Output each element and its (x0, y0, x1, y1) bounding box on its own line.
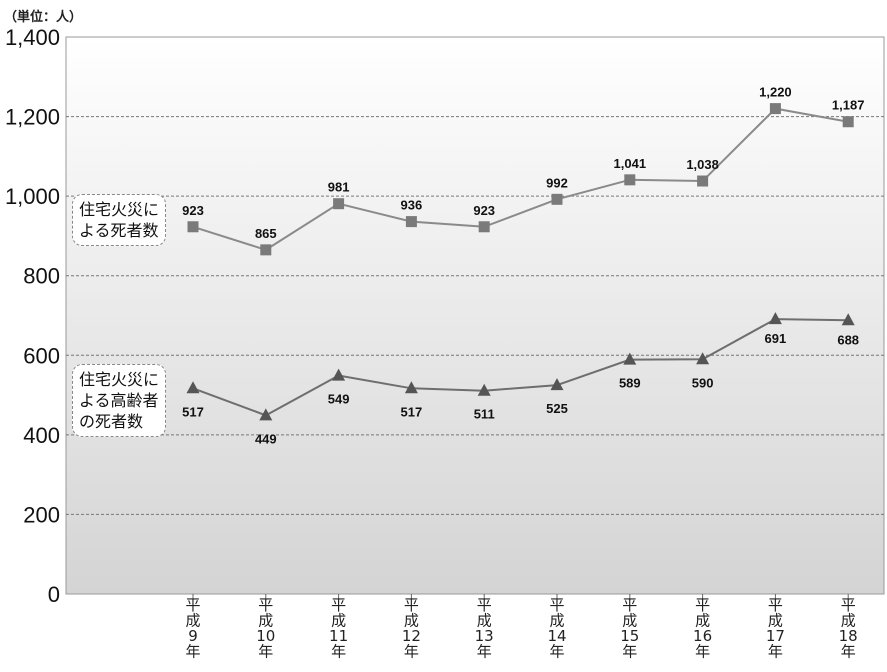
x-tick-label: 平成 10 年 (256, 596, 275, 661)
point-marker-square (551, 193, 563, 205)
y-tick-label: 400 (23, 423, 60, 448)
x-tick-label: 平成 12 年 (402, 596, 421, 661)
series-line-0 (192, 107, 849, 251)
x-tick-label: 平成 16 年 (693, 596, 712, 661)
y-tick-label: 600 (23, 343, 60, 368)
data-label: 1,038 (686, 157, 719, 172)
point-marker-triangle (332, 368, 346, 381)
x-tick-label: 平成 9 年 (185, 596, 200, 661)
data-label: 923 (182, 203, 204, 218)
x-tick-label: 平成 15 年 (620, 596, 639, 661)
point-marker-square (478, 221, 490, 233)
point-marker-triangle (477, 383, 491, 396)
point-marker-triangle (768, 312, 782, 325)
y-tick-label: 0 (48, 582, 60, 607)
series-line-1 (192, 318, 849, 417)
y-tick-label: 1,200 (5, 105, 60, 130)
x-tick-label: 平成 11 年 (329, 596, 348, 661)
callout-total-deaths: 住宅火災に よる死者数 (72, 194, 167, 246)
point-marker-triangle (696, 352, 710, 365)
point-marker-triangle (404, 381, 418, 394)
data-label: 1,041 (614, 156, 647, 171)
data-label: 549 (328, 392, 350, 407)
data-label: 589 (619, 376, 641, 391)
data-label: 449 (255, 431, 277, 446)
x-tick-label: 平成 13 年 (475, 596, 494, 661)
data-label: 992 (546, 175, 568, 190)
point-marker-square (624, 174, 636, 186)
y-tick-label: 1,000 (5, 184, 60, 209)
data-label: 1,220 (759, 85, 792, 100)
plot-area (65, 36, 885, 595)
point-marker-triangle (623, 352, 637, 365)
y-tick-label: 200 (23, 502, 60, 527)
point-marker-triangle (186, 381, 200, 394)
x-tick-label: 平成 18 年 (839, 596, 858, 661)
data-label: 691 (765, 331, 787, 346)
y-tick-label: 800 (23, 264, 60, 289)
data-label: 590 (692, 375, 714, 390)
data-label: 981 (328, 180, 350, 195)
data-label: 517 (401, 404, 423, 419)
point-marker-square (842, 116, 854, 128)
data-label: 688 (837, 332, 859, 347)
callout-elderly-deaths: 住宅火災に よる高齢者 の死者数 (72, 364, 167, 437)
point-marker-square (769, 103, 781, 115)
data-label: 865 (255, 226, 277, 241)
point-marker-triangle (259, 408, 273, 421)
point-marker-square (405, 216, 417, 228)
data-label: 923 (473, 203, 495, 218)
point-marker-triangle (841, 313, 855, 326)
x-tick-label: 平成 14 年 (547, 596, 566, 661)
data-label: 936 (401, 198, 423, 213)
point-marker-square (697, 175, 709, 187)
data-label: 1,187 (832, 98, 865, 113)
data-label: 525 (546, 401, 568, 416)
y-tick-label: 1,400 (5, 25, 60, 50)
unit-label: （単位：人） (4, 10, 83, 25)
point-marker-triangle (550, 378, 564, 391)
point-marker-square (333, 198, 345, 210)
point-marker-square (187, 221, 199, 233)
data-label: 511 (474, 407, 495, 422)
data-label: 517 (182, 404, 204, 419)
point-marker-square (260, 244, 272, 256)
x-tick-label: 平成 17 年 (766, 596, 785, 661)
